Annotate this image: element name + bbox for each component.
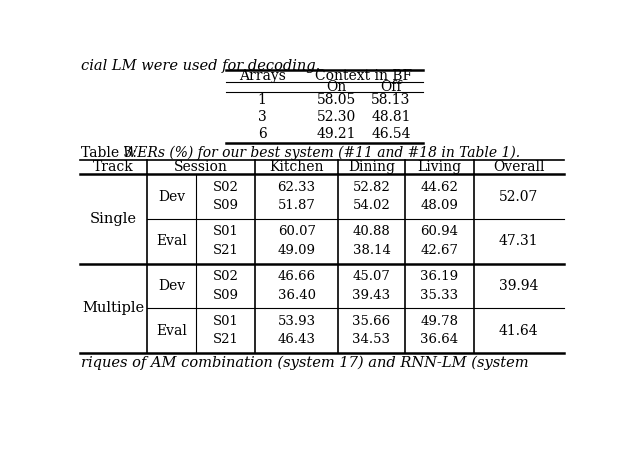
Text: 51.87: 51.87	[278, 199, 316, 212]
Text: Multiple: Multiple	[82, 301, 144, 315]
Text: 35.66: 35.66	[352, 315, 391, 328]
Text: Dining: Dining	[348, 160, 395, 174]
Text: 45.07: 45.07	[352, 270, 391, 283]
Text: Track: Track	[93, 160, 134, 174]
Text: 39.43: 39.43	[352, 289, 391, 302]
Text: Dev: Dev	[158, 189, 185, 204]
Text: Single: Single	[90, 212, 137, 226]
Text: 46.66: 46.66	[278, 270, 316, 283]
Text: Arrays: Arrays	[239, 69, 286, 83]
Text: 41.64: 41.64	[499, 323, 539, 337]
Text: 36.64: 36.64	[420, 333, 458, 346]
Text: 42.67: 42.67	[420, 244, 458, 257]
Text: 46.54: 46.54	[371, 127, 411, 141]
Text: 36.19: 36.19	[420, 270, 458, 283]
Text: 35.33: 35.33	[420, 289, 458, 302]
Text: 1: 1	[257, 93, 267, 107]
Text: 60.07: 60.07	[278, 226, 316, 238]
Text: Eval: Eval	[156, 323, 187, 337]
Text: 36.40: 36.40	[278, 289, 316, 302]
Text: 6: 6	[258, 127, 266, 141]
Text: 54.02: 54.02	[352, 199, 391, 212]
Text: S21: S21	[213, 244, 239, 257]
Text: On: On	[327, 80, 347, 94]
Text: Off: Off	[380, 80, 401, 94]
Text: S02: S02	[213, 181, 239, 194]
Text: 3: 3	[258, 110, 266, 124]
Text: 39.94: 39.94	[499, 279, 538, 293]
Text: Living: Living	[417, 160, 462, 174]
Text: S09: S09	[213, 289, 239, 302]
Text: WERs (%) for our best system (#11 and #18 in Table 1).: WERs (%) for our best system (#11 and #1…	[122, 145, 520, 160]
Text: 47.31: 47.31	[499, 234, 539, 248]
Text: 52.30: 52.30	[317, 110, 356, 124]
Text: 44.62: 44.62	[420, 181, 458, 194]
Text: 52.82: 52.82	[352, 181, 391, 194]
Text: 34.53: 34.53	[352, 333, 391, 346]
Text: 38.14: 38.14	[352, 244, 391, 257]
Text: S02: S02	[213, 270, 239, 283]
Text: 58.13: 58.13	[371, 93, 411, 107]
Text: 58.05: 58.05	[317, 93, 356, 107]
Text: 46.43: 46.43	[278, 333, 316, 346]
Text: S01: S01	[213, 315, 239, 328]
Text: S09: S09	[213, 199, 239, 212]
Text: 40.88: 40.88	[352, 226, 391, 238]
Text: 48.81: 48.81	[371, 110, 411, 124]
Text: S21: S21	[213, 333, 239, 346]
Text: Context in BF: Context in BF	[315, 69, 412, 83]
Text: 49.21: 49.21	[317, 127, 356, 141]
Text: S01: S01	[213, 226, 239, 238]
Text: Table 3:: Table 3:	[81, 146, 141, 160]
Text: 60.94: 60.94	[420, 226, 458, 238]
Text: Kitchen: Kitchen	[269, 160, 324, 174]
Text: cial LM were used for decoding.: cial LM were used for decoding.	[81, 60, 320, 73]
Text: Eval: Eval	[156, 234, 187, 248]
Text: Session: Session	[174, 160, 228, 174]
Text: Overall: Overall	[493, 160, 544, 174]
Text: 49.78: 49.78	[420, 315, 458, 328]
Text: 49.09: 49.09	[278, 244, 316, 257]
Text: 62.33: 62.33	[278, 181, 316, 194]
Text: 53.93: 53.93	[278, 315, 316, 328]
Text: riques of AM combination (system 17) and RNN-LM (system: riques of AM combination (system 17) and…	[81, 356, 528, 370]
Text: Dev: Dev	[158, 279, 185, 293]
Text: 52.07: 52.07	[499, 189, 538, 204]
Text: 48.09: 48.09	[420, 199, 458, 212]
